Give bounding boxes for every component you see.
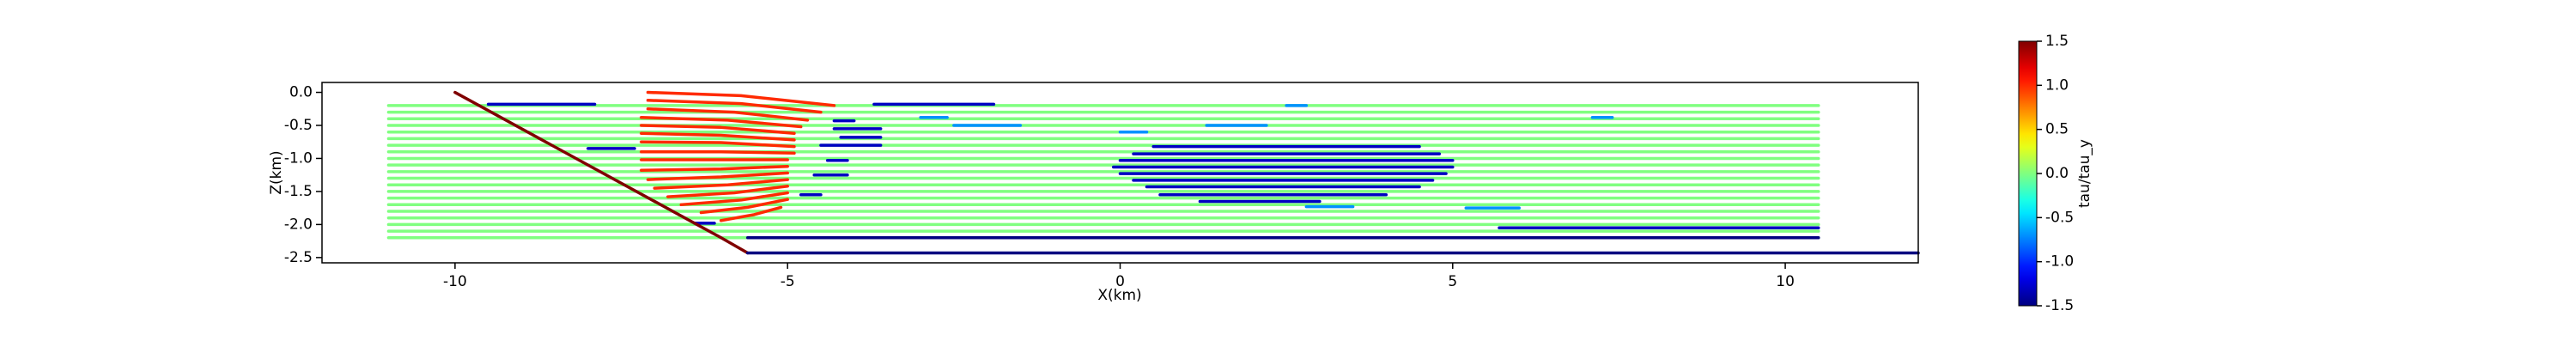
streak xyxy=(646,99,823,114)
streak xyxy=(646,171,789,181)
x-tick-label: 5 xyxy=(1448,273,1457,290)
colorbar-tick-label: 1.5 xyxy=(2045,33,2069,50)
streak-line xyxy=(679,191,789,207)
y-tick-label: -1.5 xyxy=(284,183,313,200)
colorbar-label: tau/tau_y xyxy=(2076,139,2093,208)
streak xyxy=(679,191,789,207)
streak xyxy=(699,198,789,215)
streak xyxy=(720,205,783,222)
y-tick-label: -2.5 xyxy=(284,249,313,266)
y-axis-label: Z(km) xyxy=(268,150,285,194)
streak xyxy=(640,116,803,129)
streak-line xyxy=(666,185,789,198)
streak xyxy=(640,164,789,173)
x-tick-label: -5 xyxy=(781,273,795,290)
colorbar-tick-label: -1.0 xyxy=(2045,253,2074,271)
colorbar-tick-label: 1.0 xyxy=(2045,76,2069,94)
colorbar-tick-label: 0.5 xyxy=(2045,121,2069,138)
streak xyxy=(640,131,796,142)
streak xyxy=(646,90,836,107)
streak-line xyxy=(646,99,823,114)
streak-line xyxy=(720,205,783,222)
streak xyxy=(453,90,750,255)
x-tick-label: 10 xyxy=(1776,273,1795,290)
streak-line xyxy=(646,107,810,122)
streak-line xyxy=(640,131,796,142)
colorbar-tick-label: -0.5 xyxy=(2045,209,2074,226)
streak xyxy=(640,140,796,149)
y-tick-label: 0.0 xyxy=(289,84,313,101)
streak-line xyxy=(640,116,803,129)
streak-line xyxy=(646,90,836,107)
streak xyxy=(640,124,796,135)
streak xyxy=(666,185,789,198)
plot-area xyxy=(386,90,1920,255)
colorbar xyxy=(2018,40,2038,307)
y-tick-label: -1.0 xyxy=(284,149,313,167)
streak-line xyxy=(653,178,789,190)
streak xyxy=(653,178,789,190)
x-tick-label: 0 xyxy=(1115,273,1125,290)
streak xyxy=(646,107,810,122)
colorbar-tick-label: 0.0 xyxy=(2045,165,2069,182)
streak-line xyxy=(640,164,789,173)
streak-line xyxy=(646,171,789,181)
x-axis-label: X(km) xyxy=(1097,287,1141,304)
streak-line xyxy=(640,150,796,155)
y-tick-label: -0.5 xyxy=(284,117,313,134)
colorbar-tick-label: -1.5 xyxy=(2045,297,2074,314)
streak-line xyxy=(453,90,750,255)
streak xyxy=(640,150,796,155)
streak-line xyxy=(640,124,796,135)
streak-line xyxy=(699,198,789,215)
x-tick-label: -10 xyxy=(443,273,467,290)
y-tick-label: -2.0 xyxy=(284,216,313,233)
streak-line xyxy=(640,140,796,149)
